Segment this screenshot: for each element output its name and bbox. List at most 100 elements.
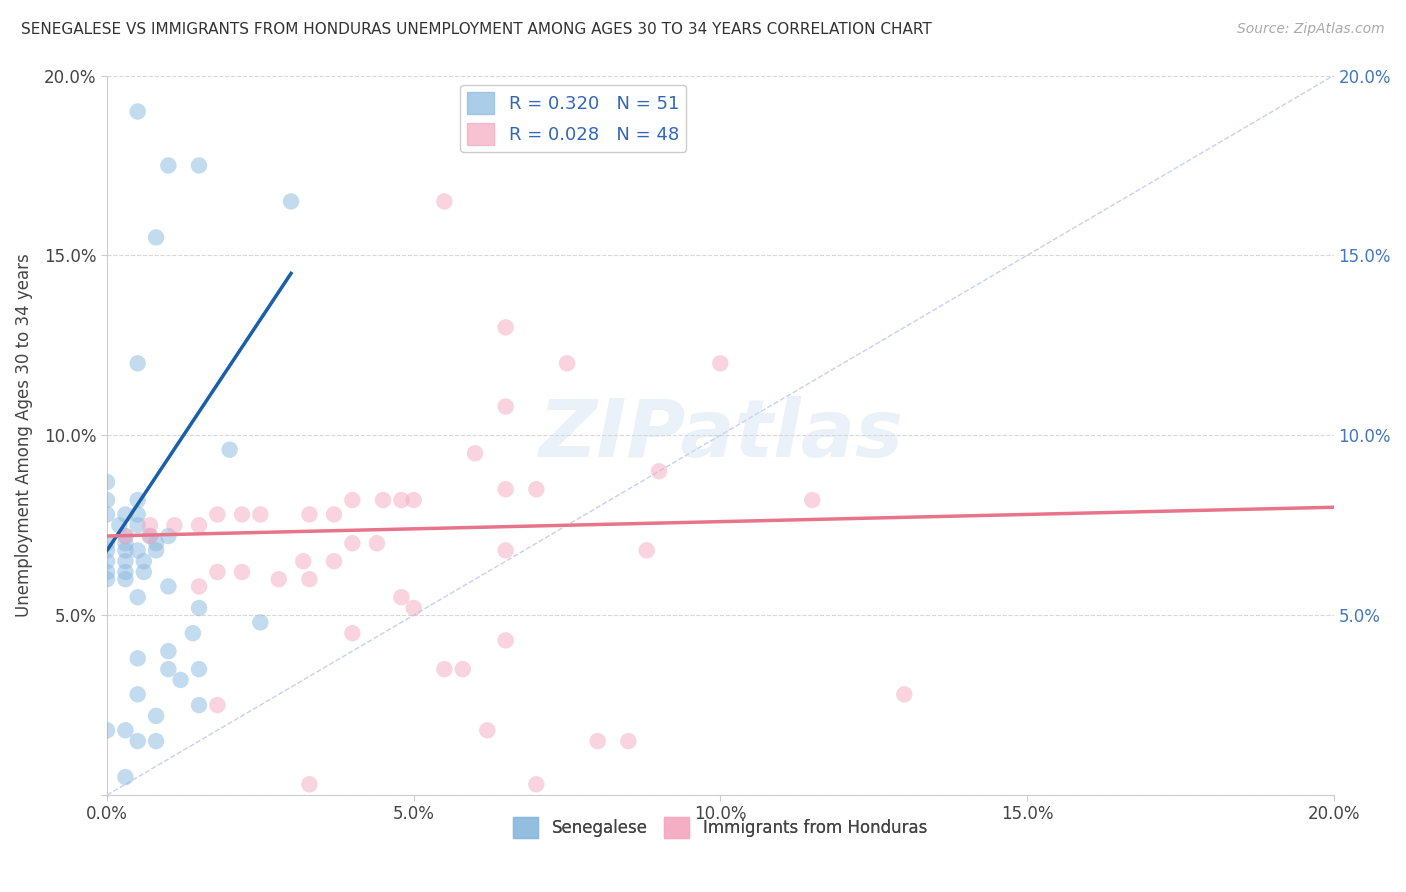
Point: [127, 104, 149, 119]
Point: [163, 518, 186, 533]
Point: [231, 565, 253, 579]
Point: [139, 529, 162, 543]
Point: [96, 493, 118, 508]
Point: [157, 158, 180, 172]
Point: [477, 723, 499, 738]
Point: [114, 529, 136, 543]
Point: [188, 158, 211, 172]
Point: [145, 536, 167, 550]
Point: [267, 572, 290, 586]
Point: [342, 493, 364, 508]
Point: [495, 400, 517, 414]
Point: [145, 734, 167, 748]
Point: [96, 572, 118, 586]
Point: [636, 543, 658, 558]
Point: [145, 709, 167, 723]
Point: [96, 543, 118, 558]
Point: [207, 565, 229, 579]
Point: [617, 734, 640, 748]
Point: [96, 475, 118, 489]
Text: Source: ZipAtlas.com: Source: ZipAtlas.com: [1237, 22, 1385, 37]
Point: [495, 633, 517, 648]
Point: [342, 626, 364, 640]
Point: [298, 508, 321, 522]
Point: [132, 565, 155, 579]
Point: [298, 572, 321, 586]
Point: [366, 536, 388, 550]
Point: [169, 673, 191, 687]
Point: [292, 554, 315, 568]
Point: [181, 626, 204, 640]
Point: [218, 442, 240, 457]
Point: [114, 529, 136, 543]
Point: [188, 579, 211, 593]
Point: [114, 770, 136, 784]
Point: [145, 230, 167, 244]
Point: [524, 482, 547, 496]
Point: [114, 572, 136, 586]
Point: [127, 493, 149, 508]
Point: [127, 356, 149, 370]
Point: [495, 543, 517, 558]
Point: [249, 615, 271, 630]
Point: [342, 536, 364, 550]
Point: [127, 508, 149, 522]
Point: [402, 601, 425, 615]
Point: [451, 662, 474, 676]
Point: [114, 508, 136, 522]
Point: [391, 590, 413, 604]
Point: [801, 493, 824, 508]
Point: [96, 554, 118, 568]
Point: [114, 554, 136, 568]
Point: [188, 518, 211, 533]
Point: [127, 651, 149, 665]
Point: [114, 536, 136, 550]
Point: [127, 543, 149, 558]
Point: [298, 777, 321, 791]
Point: [433, 194, 456, 209]
Point: [157, 579, 180, 593]
Point: [157, 662, 180, 676]
Y-axis label: Unemployment Among Ages 30 to 34 years: Unemployment Among Ages 30 to 34 years: [15, 253, 32, 617]
Point: [114, 723, 136, 738]
Point: [402, 493, 425, 508]
Point: [96, 565, 118, 579]
Point: [132, 554, 155, 568]
Point: [114, 565, 136, 579]
Point: [524, 777, 547, 791]
Point: [249, 508, 271, 522]
Point: [157, 529, 180, 543]
Point: [127, 734, 149, 748]
Point: [127, 590, 149, 604]
Point: [648, 464, 671, 478]
Legend: Senegalese, Immigrants from Honduras: Senegalese, Immigrants from Honduras: [506, 811, 934, 845]
Point: [114, 543, 136, 558]
Point: [323, 508, 346, 522]
Point: [188, 698, 211, 712]
Point: [96, 723, 118, 738]
Point: [555, 356, 578, 370]
Point: [157, 644, 180, 658]
Point: [207, 698, 229, 712]
Point: [96, 536, 118, 550]
Text: SENEGALESE VS IMMIGRANTS FROM HONDURAS UNEMPLOYMENT AMONG AGES 30 TO 34 YEARS CO: SENEGALESE VS IMMIGRANTS FROM HONDURAS U…: [21, 22, 932, 37]
Point: [280, 194, 302, 209]
Point: [709, 356, 731, 370]
Point: [893, 687, 915, 701]
Point: [207, 508, 229, 522]
Point: [495, 320, 517, 334]
Point: [586, 734, 609, 748]
Point: [139, 518, 162, 533]
Point: [188, 662, 211, 676]
Point: [188, 601, 211, 615]
Point: [96, 508, 118, 522]
Point: [145, 543, 167, 558]
Point: [108, 518, 131, 533]
Point: [323, 554, 346, 568]
Text: ZIPatlas: ZIPatlas: [538, 396, 903, 475]
Point: [433, 662, 456, 676]
Point: [139, 529, 162, 543]
Point: [464, 446, 486, 460]
Point: [371, 493, 394, 508]
Point: [127, 518, 149, 533]
